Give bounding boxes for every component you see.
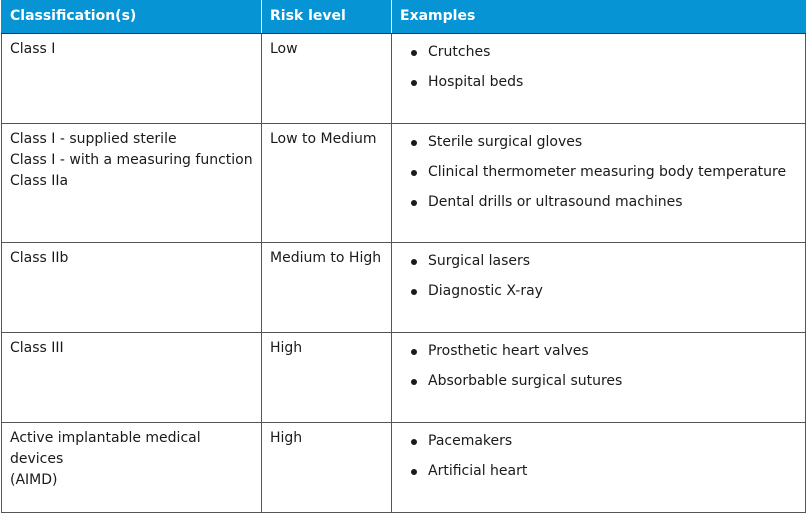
classification-text: Class I - with a measuring function (10, 151, 253, 168)
examples-cell: Crutches Hospital beds (391, 32, 806, 124)
list-item: Surgical lasers (410, 251, 797, 281)
examples-list: Surgical lasers Diagnostic X-ray (410, 251, 797, 311)
risk-level-cell: Low to Medium (261, 122, 392, 243)
classification-text: Class I - supplied sterile (10, 130, 177, 147)
example-text: Diagnostic X-ray (428, 282, 543, 299)
examples-list: Pacemakers Artificial heart (410, 431, 797, 491)
list-item: Absorbable surgical sutures (410, 371, 797, 401)
list-item: Prosthetic heart valves (410, 341, 797, 371)
bullet-icon (411, 288, 417, 295)
bullet-icon (411, 79, 417, 86)
example-text: Clinical thermometer measuring body temp… (428, 163, 787, 180)
examples-cell: Pacemakers Artificial heart (391, 421, 806, 513)
example-text: Artificial heart (428, 462, 528, 479)
classification-text: Class I (10, 40, 56, 57)
classification-text: Class IIb (10, 249, 69, 266)
bullet-icon (411, 49, 417, 56)
bullet-icon (411, 139, 417, 146)
list-item: Hospital beds (410, 72, 797, 102)
classification-cell: Class I (1, 32, 262, 124)
classification-cell: Class III (1, 331, 262, 423)
bullet-icon (411, 438, 417, 445)
list-item: Crutches (410, 42, 797, 72)
risk-level-cell: Low (261, 32, 392, 124)
example-text: Pacemakers (428, 432, 513, 449)
example-text: Surgical lasers (428, 252, 531, 269)
example-text: Prosthetic heart valves (428, 342, 589, 359)
bullet-icon (411, 468, 417, 475)
example-text: Dental drills or ultrasound machines (428, 193, 683, 210)
risk-level-cell: Medium to High (261, 241, 392, 333)
classification-cell: Class I - supplied sterile Class I - wit… (1, 122, 262, 243)
classification-cell: Active implantable medical devices (AIMD… (1, 421, 262, 513)
examples-list: Crutches Hospital beds (410, 42, 797, 102)
list-item: Sterile surgical gloves (410, 132, 797, 162)
risk-level-cell: High (261, 421, 392, 513)
table-row: Class IIb Medium to High Surgical lasers… (1, 241, 806, 333)
risk-level-cell: High (261, 331, 392, 423)
header-row: Classification(s) Risk level Examples (1, 0, 806, 34)
header-classification: Classification(s) (1, 0, 262, 34)
list-item: Dental drills or ultrasound machines (410, 192, 797, 222)
examples-list: Prosthetic heart valves Absorbable surgi… (410, 341, 797, 401)
example-text: Crutches (428, 43, 491, 60)
table-row: Class I - supplied sterile Class I - wit… (1, 122, 806, 243)
list-item: Clinical thermometer measuring body temp… (410, 162, 797, 192)
table-row: Active implantable medical devices (AIMD… (1, 421, 806, 513)
header-examples: Examples (391, 0, 806, 34)
bullet-icon (411, 378, 417, 385)
classification-text: (AIMD) (10, 471, 58, 488)
list-item: Pacemakers (410, 431, 797, 461)
classification-text: Class IIa (10, 172, 69, 189)
classification-text: Class III (10, 339, 64, 356)
example-text: Sterile surgical gloves (428, 133, 583, 150)
classification-text: Active implantable medical devices (10, 429, 201, 467)
list-item: Artificial heart (410, 461, 797, 491)
examples-cell: Prosthetic heart valves Absorbable surgi… (391, 331, 806, 423)
table-row: Class I Low Crutches Hospital beds (1, 32, 806, 124)
header-risk-level: Risk level (261, 0, 392, 34)
examples-cell: Surgical lasers Diagnostic X-ray (391, 241, 806, 333)
classification-cell: Class IIb (1, 241, 262, 333)
bullet-icon (411, 258, 417, 265)
examples-cell: Sterile surgical gloves Clinical thermom… (391, 122, 806, 243)
bullet-icon (411, 199, 417, 206)
example-text: Absorbable surgical sutures (428, 372, 623, 389)
bullet-icon (411, 348, 417, 355)
bullet-icon (411, 169, 417, 176)
examples-list: Sterile surgical gloves Clinical thermom… (410, 132, 797, 222)
example-text: Hospital beds (428, 73, 524, 90)
table-row: Class III High Prosthetic heart valves A… (1, 331, 806, 423)
list-item: Diagnostic X-ray (410, 281, 797, 311)
